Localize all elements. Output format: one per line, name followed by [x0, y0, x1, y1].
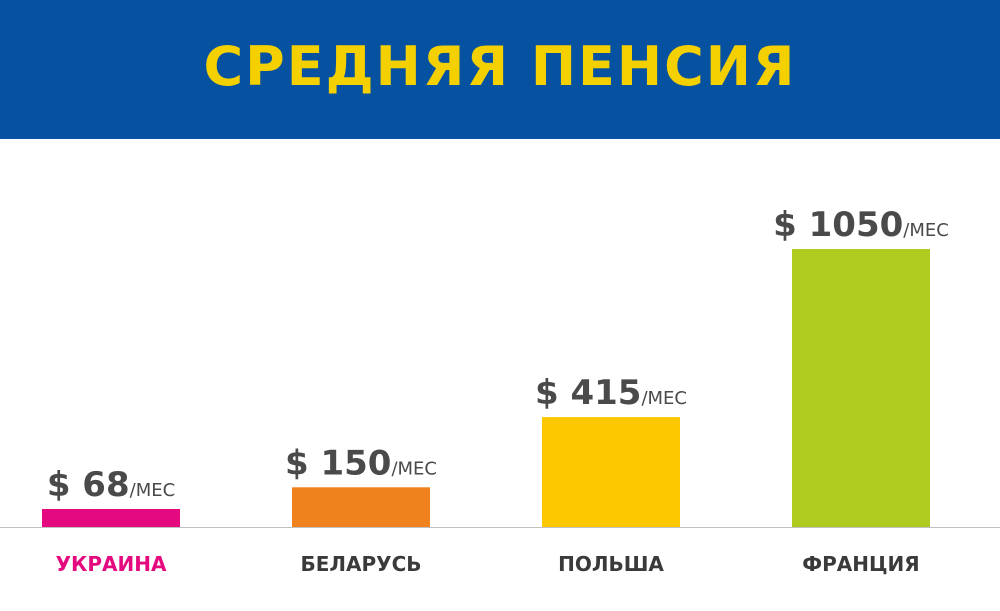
data-label-3: $ 1050/МЕС [773, 205, 949, 245]
category-label-1: БЕЛАРУСЬ [301, 552, 422, 576]
category-label-0: УКРАИНА [56, 552, 167, 576]
bar-0 [42, 508, 180, 527]
data-label-unit-3: /МЕС [903, 220, 949, 241]
labels-layer: $ 68/МЕС УКРАИНА $ 150/МЕС БЕЛАРУСЬ $ 415/МЕ… [47, 205, 949, 576]
data-label-0: $ 68/МЕС [47, 465, 175, 505]
data-label-value-1: $ 150 [285, 443, 391, 483]
bar-1 [292, 487, 430, 527]
data-label-unit-0: /МЕС [130, 480, 176, 501]
chart-title: СРЕДНЯЯ ПЕНСИЯ [203, 35, 797, 98]
data-label-1: $ 150/МЕС [285, 443, 437, 483]
data-label-2: $ 415/МЕС [535, 373, 687, 413]
data-label-unit-2: /МЕС [641, 388, 687, 409]
chart-header: СРЕДНЯЯ ПЕНСИЯ [0, 0, 1000, 139]
data-label-value-2: $ 415 [535, 373, 641, 413]
bars-layer [42, 249, 930, 527]
category-label-2: ПОЛЬША [558, 552, 664, 576]
bar-3 [792, 249, 930, 527]
bar-chart: $ 68/МЕС УКРАИНА $ 150/МЕС БЕЛАРУСЬ $ 415/МЕ… [0, 205, 1000, 576]
data-label-unit-1: /МЕС [391, 458, 437, 479]
bar-2 [542, 417, 680, 527]
category-label-3: ФРАНЦИЯ [802, 552, 919, 576]
data-label-value-0: $ 68 [47, 465, 130, 505]
data-label-value-3: $ 1050 [773, 205, 903, 245]
